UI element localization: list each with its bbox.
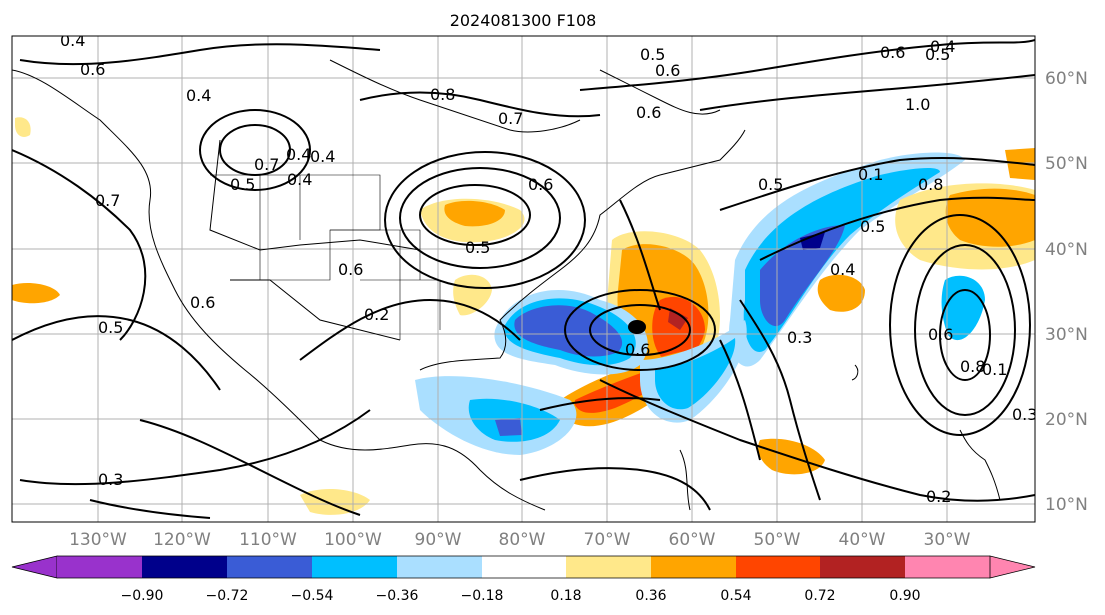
- contour-label: 0.8: [960, 357, 985, 376]
- lon-label: 120°W: [153, 530, 211, 550]
- colorbar-tick-label: −0.54: [291, 588, 334, 604]
- colorbar-tick-label: 0.36: [635, 588, 666, 604]
- colorbar-tick-label: −0.72: [206, 588, 249, 604]
- contour-label: 0.4: [286, 145, 311, 164]
- colorbar-tick-label: −0.90: [121, 588, 164, 604]
- warm-anomaly-region: [444, 200, 505, 227]
- lon-label: 50°W: [754, 530, 801, 550]
- contour-label: 0.6: [338, 260, 363, 279]
- contour-label: 0.6: [928, 325, 953, 344]
- cold-anomaly-region: [495, 418, 522, 436]
- lon-label: 30°W: [924, 530, 971, 550]
- colorbar-bin: [397, 556, 482, 578]
- contour-label: 0.2: [364, 305, 389, 324]
- lat-label: 10°N: [1045, 495, 1088, 515]
- contour-label: 0.6: [880, 43, 905, 62]
- lat-label: 40°N: [1045, 240, 1088, 260]
- colorbar-bin: [905, 556, 990, 578]
- contour-lines: [12, 39, 1035, 519]
- contour-label: 0.4: [830, 260, 855, 279]
- contour-label: 0.3: [787, 328, 812, 347]
- colorbar-bin: [227, 556, 312, 578]
- colorbar-bin: [57, 556, 142, 578]
- lon-label: 60°W: [669, 530, 716, 550]
- contour-label: 0.1: [858, 165, 883, 184]
- contour-label: 0.8: [430, 85, 455, 104]
- contour-label: 0.7: [95, 191, 120, 210]
- lon-label: 80°W: [499, 530, 546, 550]
- contour-label: 0.6: [80, 60, 105, 79]
- contour-label: 0.4: [60, 31, 85, 50]
- contour-label: 0.5: [925, 45, 950, 64]
- lat-label: 20°N: [1045, 410, 1088, 430]
- contour-label: 0.1: [982, 360, 1007, 379]
- contour-label: 0.4: [930, 37, 955, 56]
- colorbar-tick-label: −0.18: [461, 588, 504, 604]
- contour-label: 0.6: [528, 175, 553, 194]
- warm-anomaly-region: [945, 188, 1035, 247]
- contour-label: 0.2: [926, 487, 951, 506]
- contour-label: 0.5: [640, 45, 665, 64]
- contour-label: 0.5: [465, 238, 490, 257]
- contour-label: 0.8: [918, 175, 943, 194]
- contour-label: 0.4: [186, 86, 211, 105]
- warm-anomaly-region: [12, 283, 60, 304]
- colorbar-bin: [566, 556, 651, 578]
- colorbar-bin: [142, 556, 227, 578]
- lon-label: 130°W: [69, 530, 127, 550]
- colorbar-bin: [736, 556, 820, 578]
- lon-label: 100°W: [324, 530, 382, 550]
- contour-label: 0.6: [655, 61, 680, 80]
- colorbar-high-extension: [989, 555, 1036, 579]
- contour-label: 0.3: [98, 470, 123, 489]
- latitude-labels: 60°N 50°N 40°N 30°N 20°N 10°N: [1045, 69, 1088, 515]
- lat-label: 50°N: [1045, 154, 1088, 174]
- colorbar: −0.90 −0.72 −0.54 −0.36 −0.18 0.18 0.36 …: [11, 555, 1036, 604]
- colorbar-tick-label: 0.18: [550, 588, 581, 604]
- map-plot-area: 0.4 0.6 0.4 0.8 0.7 0.5 0.4 0.6 0.6 0.5 …: [12, 31, 1037, 522]
- contour-label: 0.5: [230, 175, 255, 194]
- colorbar-bin: [312, 556, 397, 578]
- contour-label: 0.4: [310, 147, 335, 166]
- cold-anomaly-region: [800, 232, 825, 250]
- contour-labels: 0.4 0.6 0.4 0.8 0.7 0.5 0.4 0.6 0.6 0.5 …: [60, 31, 1037, 506]
- colorbar-tick-label: 0.90: [889, 588, 920, 604]
- lon-label: 40°W: [839, 530, 886, 550]
- lat-label: 60°N: [1045, 69, 1088, 89]
- warm-anomaly-region: [15, 117, 31, 137]
- lon-label: 70°W: [584, 530, 631, 550]
- graticule: [12, 36, 1035, 522]
- colorbar-tick-label: −0.36: [376, 588, 419, 604]
- contour-label: 0.5: [98, 318, 123, 337]
- warm-anomaly-region: [668, 308, 688, 330]
- colorbar-bin: [820, 556, 905, 578]
- colorbar-bin: [482, 556, 566, 578]
- storm-center-marker: [628, 320, 646, 334]
- contour-label: 0.5: [758, 175, 783, 194]
- contour-label: 0.6: [190, 293, 215, 312]
- contour-label: 0.3: [1012, 405, 1037, 424]
- map-frame: [11, 35, 1036, 523]
- colorbar-bin: [651, 556, 736, 578]
- colorbar-tick-label: 0.54: [720, 588, 751, 604]
- longitude-labels: 130°W 120°W 110°W 100°W 90°W 80°W 70°W 6…: [69, 530, 971, 550]
- lat-label: 30°N: [1045, 325, 1088, 345]
- contour-label: 1.0: [905, 95, 930, 114]
- contour-label: 0.7: [498, 109, 523, 128]
- cold-anomaly-region: [655, 338, 736, 410]
- contour-label: 0.7: [254, 155, 279, 174]
- contour-label: 0.6: [636, 103, 661, 122]
- lon-label: 90°W: [415, 530, 462, 550]
- contour-label: 0.5: [860, 217, 885, 236]
- contour-label: 0.4: [287, 170, 312, 189]
- colorbar-tick-label: 0.72: [804, 588, 835, 604]
- figure-title: 2024081300 F108: [450, 11, 597, 30]
- colorbar-low-extension: [11, 555, 58, 579]
- lon-label: 110°W: [239, 530, 297, 550]
- contour-label: 0.6: [625, 340, 650, 359]
- warm-anomaly-region: [817, 274, 865, 312]
